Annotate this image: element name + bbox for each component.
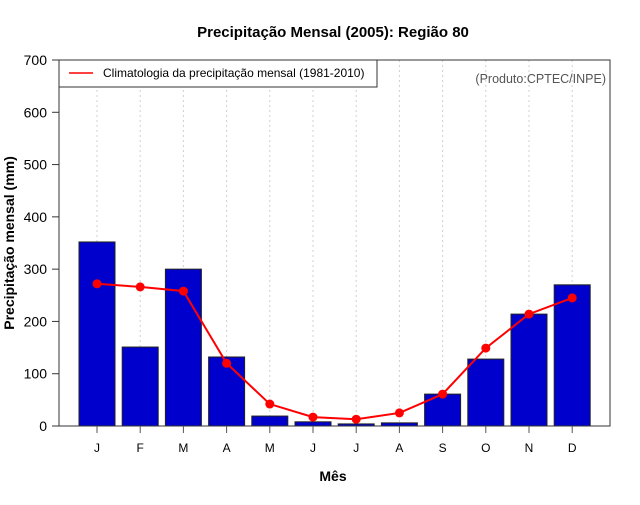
source-annotation: (Produto:CPTEC/INPE): [475, 72, 606, 86]
climatology-point-0: [92, 279, 102, 289]
climatology-point-11: [567, 293, 577, 303]
climatology-point-1: [135, 282, 145, 292]
y-tick-label: 200: [24, 313, 48, 329]
chart-title: Precipitação Mensal (2005): Região 80: [197, 24, 469, 41]
climatology-point-8: [438, 389, 448, 399]
x-tick-label: F: [137, 441, 144, 455]
y-axis: 0 100 200 300 400 500 600 700: [24, 52, 59, 434]
y-axis-label: Precipitação mensal (mm): [1, 156, 17, 330]
y-tick-label: 500: [24, 157, 48, 173]
climatology-point-4: [265, 399, 275, 409]
x-tick-label: N: [525, 441, 534, 455]
climatology-line: [92, 279, 577, 424]
legend-label: Climatologia da precipitação mensal (198…: [103, 66, 364, 80]
x-tick-label: M: [178, 441, 188, 455]
climatology-point-10: [524, 309, 534, 319]
bar-4: [251, 415, 289, 427]
legend: Climatologia da precipitação mensal (198…: [58, 59, 378, 88]
legend-box: [58, 59, 378, 88]
x-axis-label: Mês: [319, 468, 346, 484]
climatology-point-6: [351, 414, 361, 424]
x-tick-label: S: [439, 441, 447, 455]
climatology-point-7: [394, 408, 404, 418]
climatology-polyline: [96, 282, 573, 421]
x-tick-label: J: [310, 441, 316, 455]
bar-11: [553, 284, 591, 427]
y-tick-label: 600: [24, 104, 48, 120]
y-tick-label: 300: [24, 261, 48, 277]
y-tick-label: 100: [24, 366, 48, 382]
x-tick-label: A: [395, 441, 403, 455]
y-tick-label: 0: [39, 418, 47, 434]
x-tick-label: D: [568, 441, 577, 455]
y-tick-label: 400: [24, 209, 48, 225]
x-tick-label: J: [94, 441, 100, 455]
x-tick-label: O: [481, 441, 490, 455]
bar-0: [78, 241, 116, 427]
bar-9: [467, 358, 505, 427]
x-tick-label: J: [353, 441, 359, 455]
x-tick-label: A: [223, 441, 231, 455]
climatology-point-3: [222, 358, 232, 368]
x-tick-label: M: [265, 441, 275, 455]
climatology-point-2: [178, 286, 188, 296]
bars: [78, 241, 591, 427]
bar-5: [294, 421, 332, 427]
climatology-point-9: [481, 343, 491, 353]
y-tick-label: 700: [24, 52, 48, 68]
bar-10: [510, 313, 548, 427]
climatology-point-5: [308, 412, 318, 422]
bar-1: [121, 346, 159, 427]
